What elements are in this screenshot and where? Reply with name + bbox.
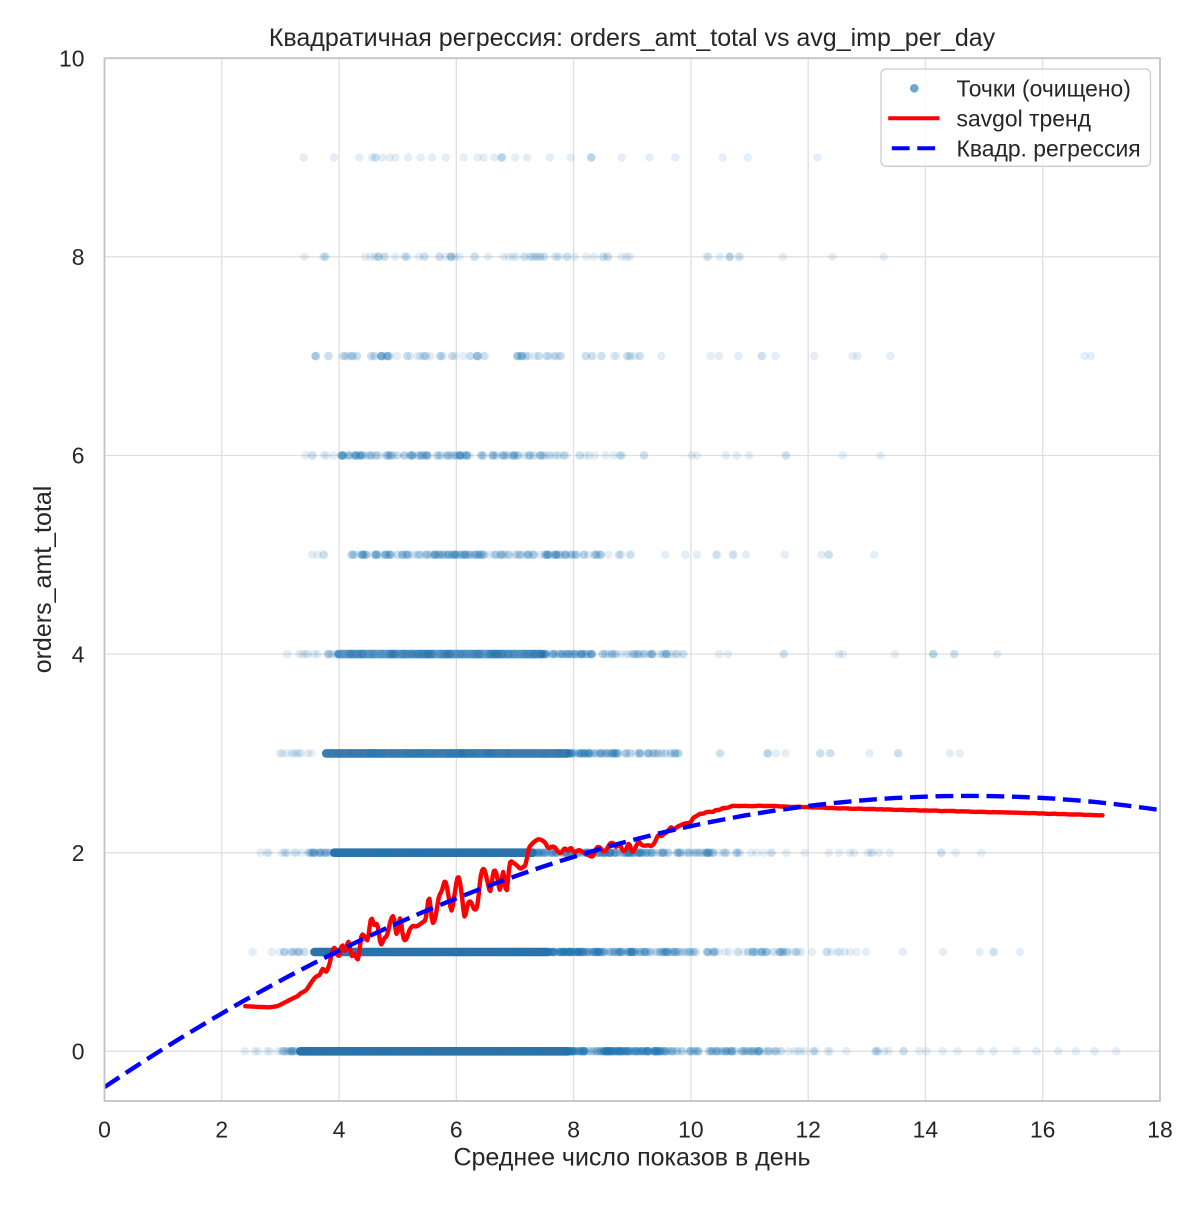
svg-text:orders_amt_total: orders_amt_total (29, 486, 57, 674)
svg-text:Среднее число показов в день: Среднее число показов в день (453, 1144, 810, 1172)
svg-text:2: 2 (72, 840, 85, 866)
svg-text:Точки (очищено): Точки (очищено) (957, 76, 1131, 102)
svg-text:12: 12 (795, 1116, 820, 1142)
svg-text:10: 10 (59, 45, 84, 71)
svg-text:0: 0 (98, 1116, 111, 1142)
svg-text:Квадратичная регрессия: orders: Квадратичная регрессия: orders_amt_total… (269, 24, 996, 52)
svg-text:10: 10 (678, 1116, 703, 1142)
svg-text:2: 2 (215, 1116, 228, 1142)
svg-text:0: 0 (72, 1039, 85, 1065)
svg-text:6: 6 (450, 1116, 463, 1142)
svg-text:14: 14 (913, 1116, 939, 1142)
svg-text:16: 16 (1030, 1116, 1055, 1142)
svg-text:18: 18 (1147, 1116, 1172, 1142)
svg-text:8: 8 (567, 1116, 580, 1142)
svg-text:4: 4 (333, 1116, 346, 1142)
svg-text:Квадр. регрессия: Квадр. регрессия (957, 135, 1141, 161)
svg-text:8: 8 (72, 244, 85, 270)
svg-text:savgol тренд: savgol тренд (957, 106, 1091, 132)
svg-text:6: 6 (72, 443, 85, 469)
svg-text:4: 4 (72, 641, 85, 667)
